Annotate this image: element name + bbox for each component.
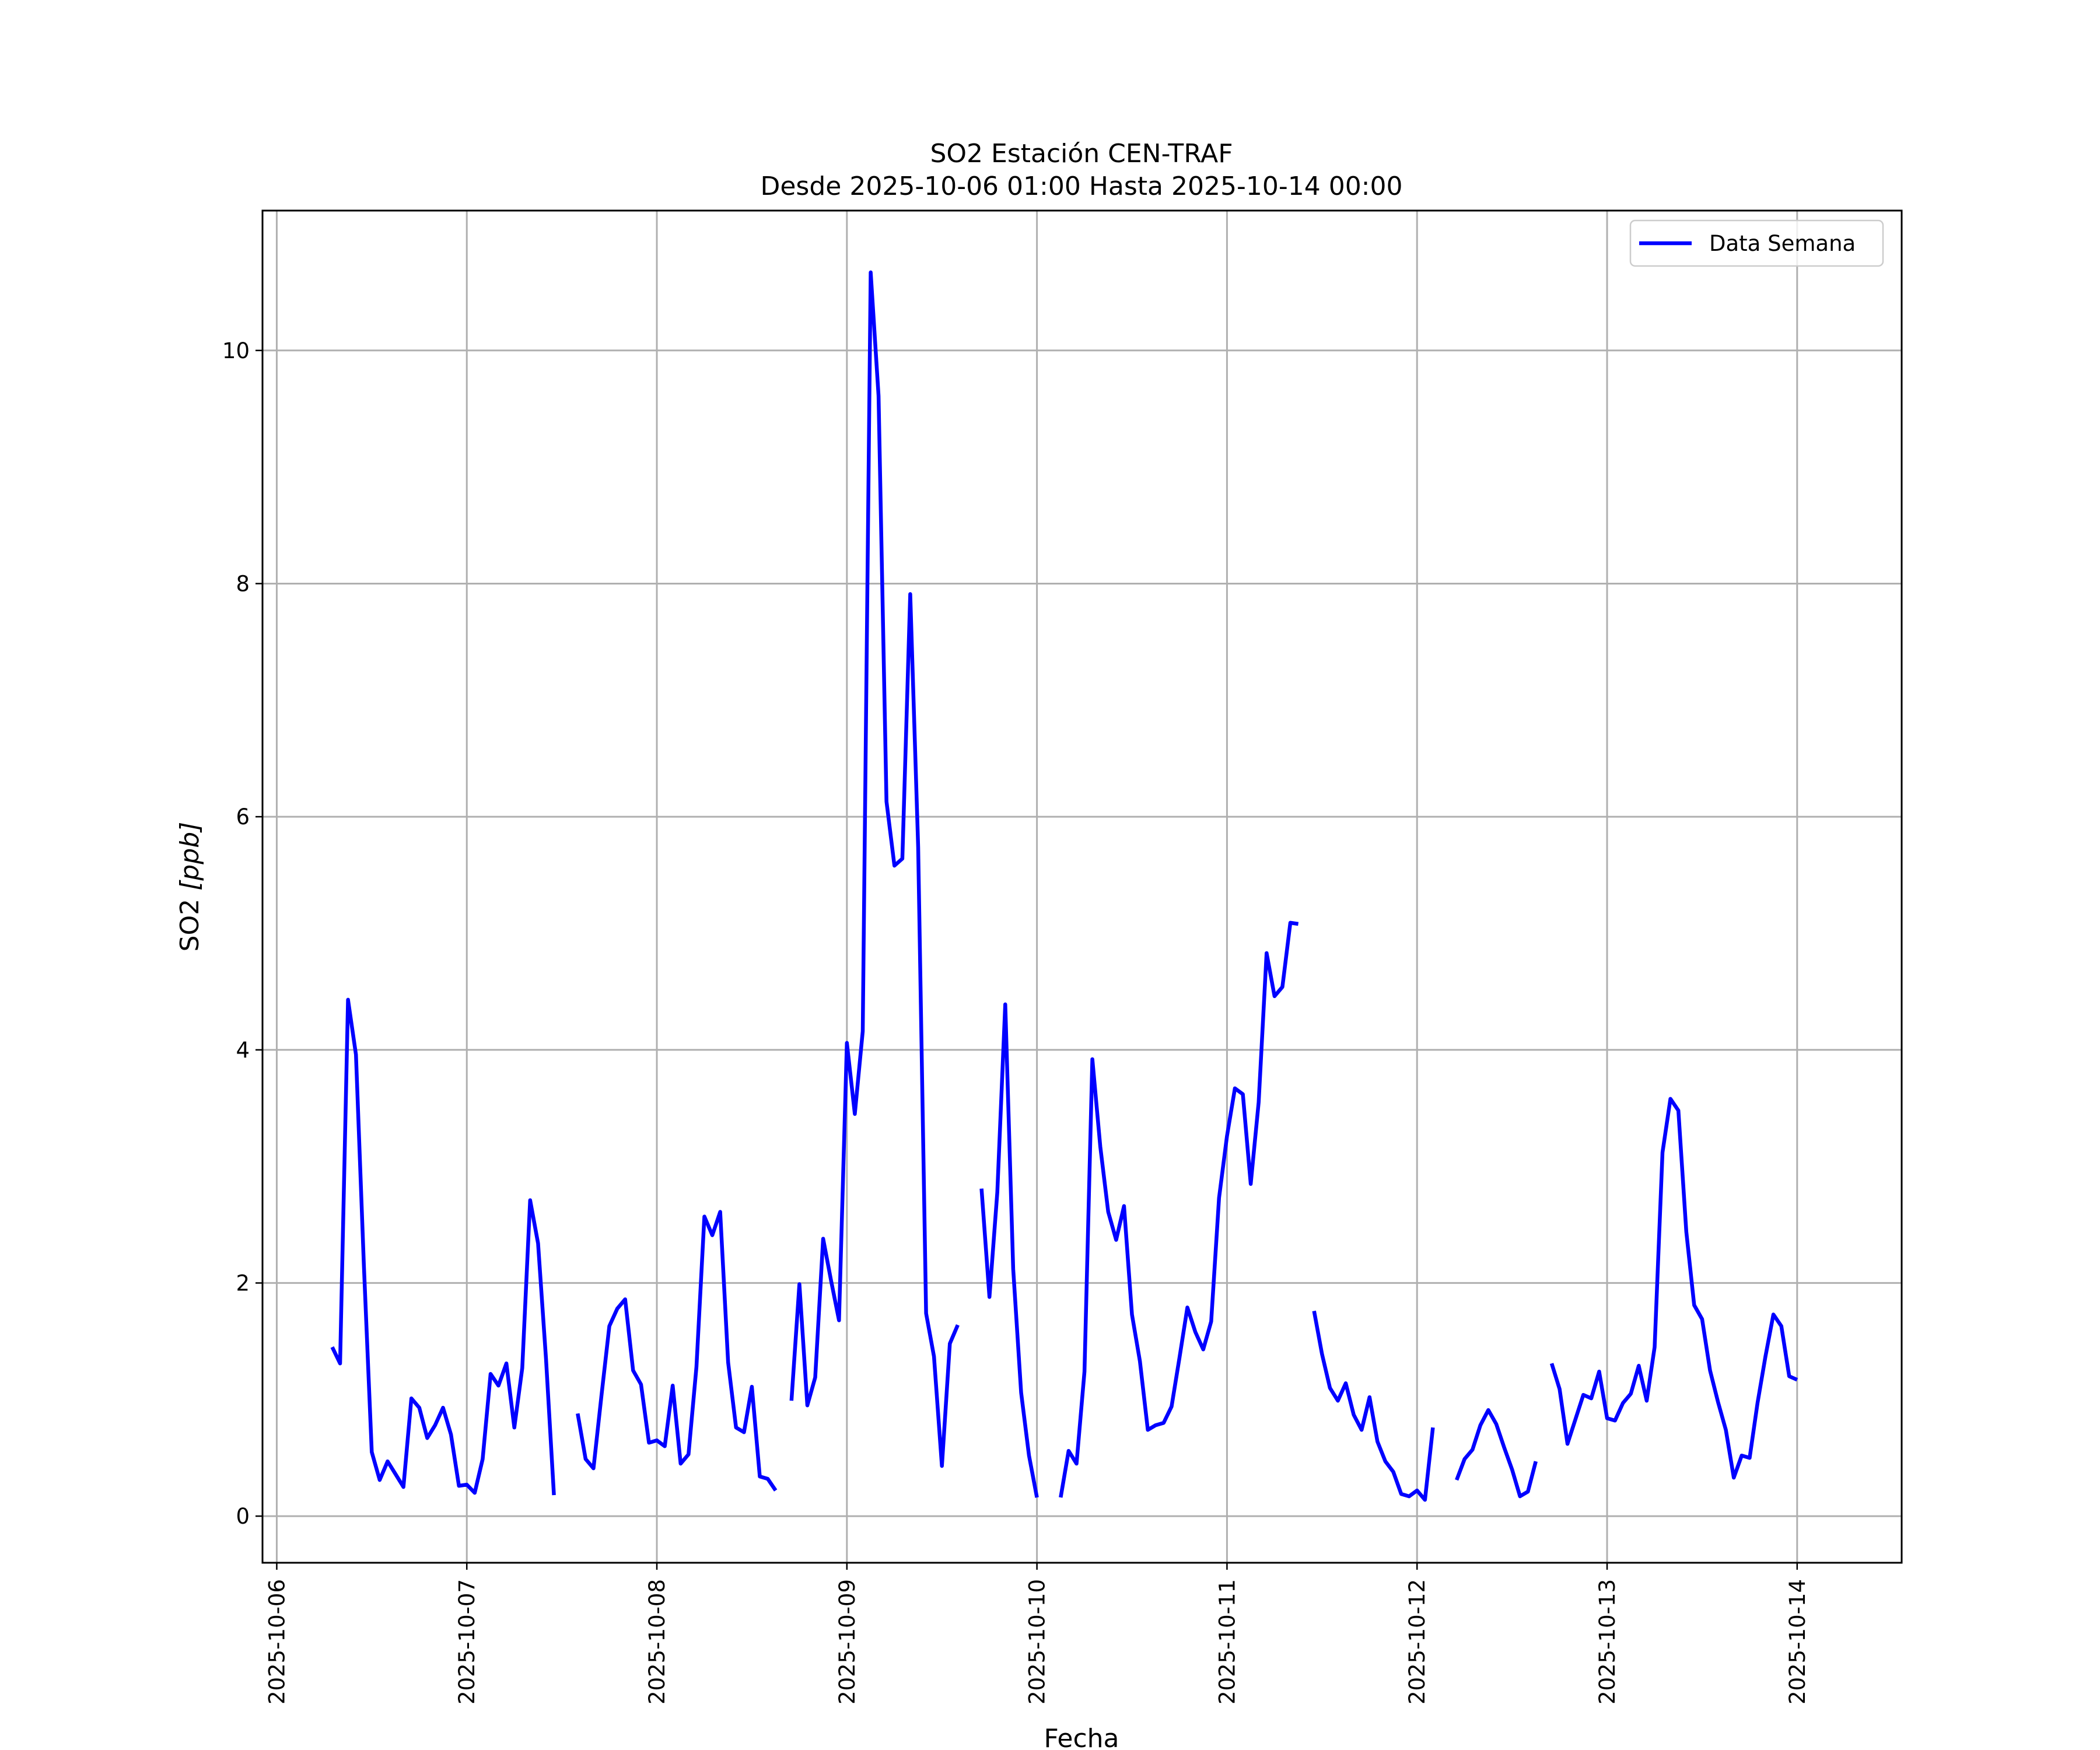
- series-line-segment: [1312, 1310, 1435, 1502]
- x-tick-label: 2025-10-12: [1405, 1579, 1430, 1704]
- series-line-segment: [979, 1002, 1039, 1498]
- y-tick-label: 6: [236, 804, 250, 830]
- series-line-segment: [576, 1210, 778, 1492]
- plot-area-frame: [261, 209, 1903, 1564]
- series-line-segment: [330, 998, 556, 1496]
- y-axis-label: SO2 [ppb]: [175, 822, 205, 952]
- x-tick-label: 2025-10-08: [645, 1579, 670, 1704]
- y-tick-label: 0: [236, 1504, 250, 1529]
- y-axis-ticks: 0 2 4 6 8 10: [222, 338, 262, 1529]
- series-line-segment: [789, 270, 960, 1468]
- grid: [262, 211, 1902, 1563]
- x-axis-ticks: 2025-10-06 2025-10-07 2025-10-08 2025-10-09…: [264, 1563, 1810, 1704]
- series-line-segment: [1059, 921, 1299, 1498]
- series-line-segment: [1455, 1408, 1538, 1499]
- series-line-segment: [1549, 1097, 1798, 1480]
- x-tick-label: 2025-10-06: [264, 1579, 289, 1704]
- y-tick-label: 8: [236, 571, 250, 596]
- data-series: [330, 270, 1798, 1502]
- y-tick-label: 2: [236, 1270, 250, 1296]
- y-axis-label-base: SO2: [175, 891, 205, 952]
- chart-title: SO2 Estación CEN-TRAF: [930, 139, 1233, 169]
- legend-box: [1629, 219, 1884, 267]
- x-tick-label: 2025-10-11: [1214, 1579, 1240, 1704]
- x-tick-label: 2025-10-09: [835, 1579, 860, 1704]
- y-axis-label-unit: [ppb]: [175, 822, 205, 891]
- x-tick-label: 2025-10-14: [1785, 1579, 1810, 1704]
- legend: Data Semana: [1629, 219, 1884, 267]
- x-tick-label: 2025-10-10: [1025, 1579, 1050, 1704]
- y-tick-label: 4: [236, 1038, 250, 1063]
- x-axis-label: Fecha: [1044, 1724, 1119, 1750]
- legend-entry-label: Data Semana: [1709, 231, 1856, 256]
- x-tick-label: 2025-10-07: [454, 1579, 480, 1704]
- y-tick-label: 10: [222, 338, 250, 363]
- x-tick-label: 2025-10-13: [1595, 1579, 1620, 1704]
- chart-subtitle: Desde 2025-10-06 01:00 Hasta 2025-10-14 …: [760, 172, 1402, 201]
